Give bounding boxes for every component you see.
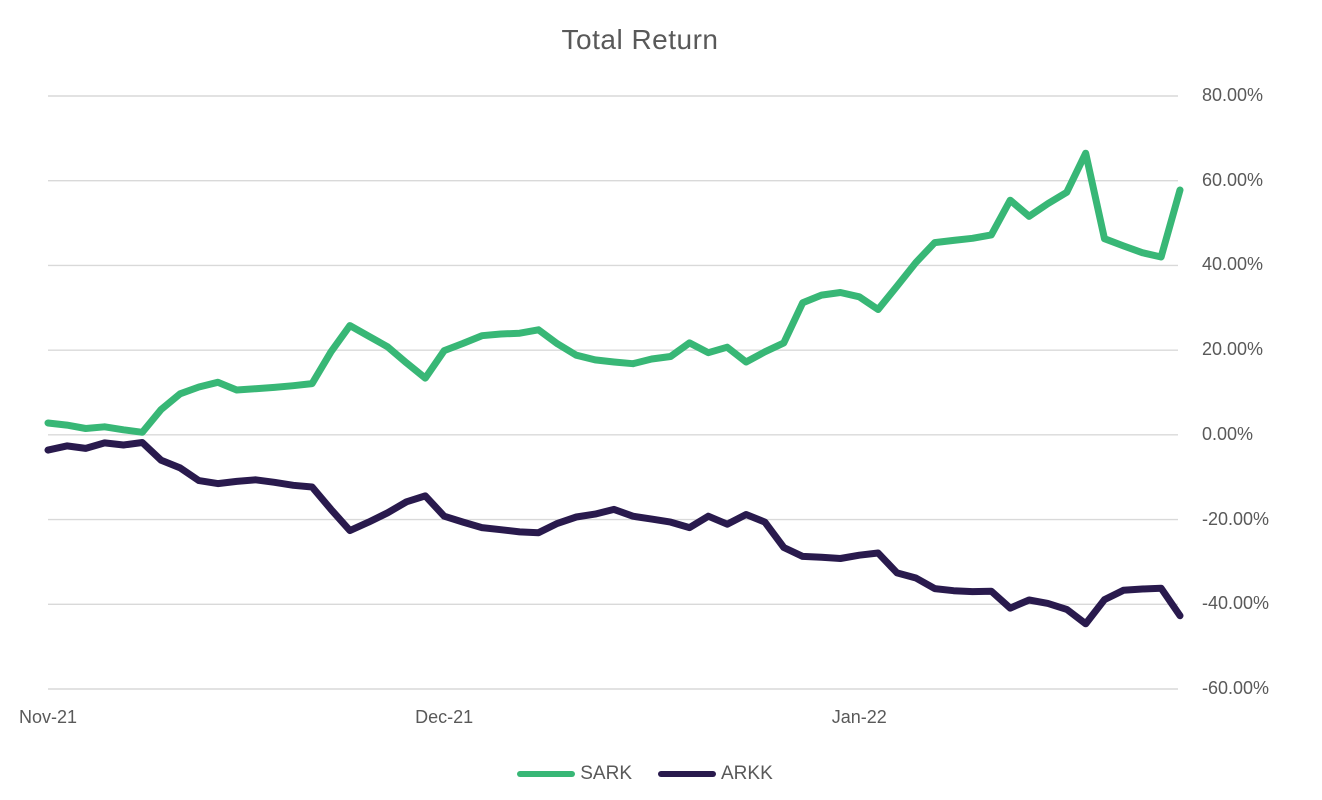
x-axis-tick-label: Nov-21 <box>18 707 78 727</box>
x-axis-tick-label: Jan-22 <box>831 707 887 727</box>
x-axis-tick-label: Dec-21 <box>415 707 474 727</box>
legend-item-sark: SARK <box>517 763 632 785</box>
y-axis-tick-label: -60.00% <box>1202 678 1270 698</box>
y-axis-tick-label: 80.00% <box>1202 85 1264 105</box>
y-axis-tick-label: 20.00% <box>1202 339 1264 360</box>
sark-line <box>44 149 1184 436</box>
y-axis-tick-label: 60.00% <box>1202 169 1264 190</box>
arkk-line <box>44 439 1184 628</box>
y-axis-tick-label: -20.00% <box>1202 508 1270 529</box>
sark-line-swatch-icon <box>517 771 576 777</box>
arkk-line-swatch-icon <box>658 771 716 777</box>
chart-title: Total Return <box>561 24 719 55</box>
y-axis-tick-label: 0.00% <box>1202 423 1254 444</box>
y-axis-tick-label: -40.00% <box>1202 593 1270 614</box>
legend-label-sark: SARK <box>580 763 632 784</box>
legend-label-arkk: ARKK <box>721 763 773 784</box>
y-axis-tick-label: 40.00% <box>1202 254 1264 275</box>
legend: SARK ARKK <box>0 763 1290 785</box>
legend-item-arkk: ARKK <box>658 763 773 785</box>
